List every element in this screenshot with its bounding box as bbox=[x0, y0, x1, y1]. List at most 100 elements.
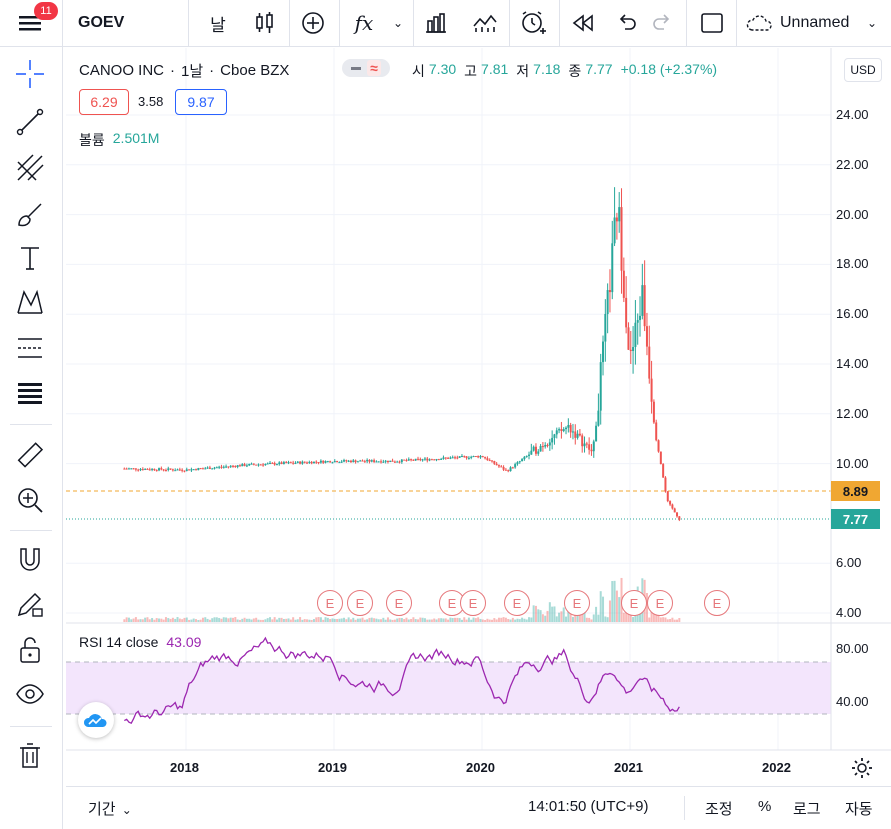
chevron-down-icon[interactable]: ⌄ bbox=[392, 16, 404, 30]
volume-bar bbox=[657, 614, 660, 622]
volume-bar bbox=[495, 619, 498, 622]
earnings-marker[interactable]: E bbox=[621, 590, 647, 616]
adjust-button[interactable]: 조정 bbox=[705, 801, 733, 818]
crosshair-tool[interactable] bbox=[12, 56, 48, 92]
brush-tool[interactable] bbox=[12, 196, 48, 232]
icon-tool[interactable] bbox=[12, 374, 48, 410]
templates-button[interactable] bbox=[420, 6, 452, 40]
alert-button[interactable] bbox=[516, 6, 550, 40]
volume-legend[interactable]: 볼륨 2.501M bbox=[79, 130, 159, 150]
volume-bar bbox=[470, 619, 473, 622]
alarm-clock-icon bbox=[522, 11, 546, 34]
chart-type-button[interactable] bbox=[248, 6, 282, 40]
volume-bar bbox=[176, 617, 179, 622]
earnings-marker[interactable]: E bbox=[647, 590, 673, 616]
indicators-button[interactable]: fx bbox=[354, 11, 374, 35]
layout-name[interactable]: Unnamed bbox=[780, 14, 850, 31]
compare-button[interactable] bbox=[296, 6, 330, 40]
rsi-legend[interactable]: RSI 14 close 43.09 bbox=[79, 634, 201, 650]
hide-drawings-tool[interactable] bbox=[12, 676, 48, 712]
menu-button[interactable] bbox=[12, 6, 48, 40]
volume-bar bbox=[449, 617, 452, 622]
symbol-search-button[interactable]: GOEV bbox=[78, 14, 125, 31]
chart-canvas[interactable] bbox=[66, 48, 891, 784]
earnings-marker[interactable]: E bbox=[564, 590, 590, 616]
currency-button[interactable]: USD bbox=[844, 58, 882, 82]
prediction-tool[interactable] bbox=[12, 330, 48, 366]
earnings-marker[interactable]: E bbox=[460, 590, 486, 616]
candle-body bbox=[396, 461, 399, 463]
volume-bar bbox=[215, 617, 218, 622]
candle-body bbox=[676, 512, 679, 517]
legend-separator: · bbox=[170, 62, 176, 79]
price-axis-label: 10.00 bbox=[836, 455, 869, 471]
candle-body bbox=[426, 458, 429, 461]
zoom-tool[interactable] bbox=[12, 482, 48, 518]
earnings-marker[interactable]: E bbox=[504, 590, 530, 616]
volume-bar bbox=[428, 619, 431, 622]
layout-chevron-down-icon[interactable]: ⌄ bbox=[866, 16, 878, 30]
market-status-pill[interactable]: ≈ bbox=[342, 59, 390, 77]
candle-body bbox=[137, 469, 140, 471]
time-axis-label: 2022 bbox=[762, 760, 791, 775]
sell-price-box[interactable]: 6.29 bbox=[79, 89, 129, 115]
date-range-button[interactable]: 기간 ⌄ bbox=[88, 798, 132, 819]
symbol-legend[interactable]: CANOO INC · 1날 · Cboe BZX bbox=[79, 60, 289, 81]
volume-bar bbox=[472, 617, 475, 622]
chart-settings-button[interactable] bbox=[851, 757, 873, 784]
candle-body bbox=[213, 467, 216, 469]
stay-in-drawing-tool[interactable] bbox=[12, 586, 48, 622]
percent-button[interactable]: % bbox=[758, 798, 772, 815]
layout-select-button[interactable] bbox=[696, 6, 728, 40]
undo-button[interactable] bbox=[612, 6, 642, 40]
volume-bar bbox=[181, 619, 184, 622]
pattern-tool[interactable] bbox=[12, 284, 48, 320]
earnings-marker[interactable]: E bbox=[386, 590, 412, 616]
candle-body bbox=[618, 207, 621, 222]
legend-exchange: Cboe BZX bbox=[220, 62, 290, 79]
cloud-save-button[interactable] bbox=[744, 6, 776, 40]
replay-chart-button[interactable] bbox=[468, 6, 502, 40]
earnings-marker[interactable]: E bbox=[347, 590, 373, 616]
measure-tool[interactable] bbox=[12, 438, 48, 474]
notification-badge: 11 bbox=[34, 2, 58, 20]
earnings-marker[interactable]: E bbox=[704, 590, 730, 616]
volume-bar bbox=[595, 606, 598, 622]
trend-line-tool[interactable] bbox=[12, 104, 48, 140]
replay-button[interactable] bbox=[566, 6, 600, 40]
volume-bar bbox=[664, 617, 667, 622]
magnet-tool[interactable] bbox=[12, 542, 48, 578]
volume-bar bbox=[477, 617, 480, 622]
candle-body bbox=[375, 461, 378, 463]
candle-body bbox=[227, 466, 230, 468]
candle-body bbox=[407, 459, 410, 461]
volume-bar bbox=[252, 618, 255, 622]
volume-bar bbox=[518, 619, 521, 622]
lock-drawings-tool[interactable] bbox=[12, 632, 48, 668]
candle-body bbox=[608, 290, 611, 293]
buy-price-box[interactable]: 9.87 bbox=[175, 89, 227, 115]
log-button[interactable]: 로그 bbox=[793, 801, 821, 818]
candle-body bbox=[634, 322, 637, 348]
interval-button[interactable]: 날 bbox=[210, 15, 226, 35]
volume-bar bbox=[352, 617, 355, 622]
candle-body bbox=[493, 461, 496, 464]
clock-time[interactable]: 14:01:50 (UTC+9) bbox=[528, 798, 649, 815]
volume-bar bbox=[423, 618, 426, 622]
auto-button[interactable]: 자동 bbox=[845, 801, 873, 818]
candle-body bbox=[315, 461, 318, 463]
volume-bar bbox=[532, 605, 535, 622]
volume-bar bbox=[225, 617, 228, 622]
text-tool[interactable] bbox=[12, 240, 48, 276]
candle-body bbox=[393, 461, 396, 463]
tradingview-logo[interactable] bbox=[78, 702, 114, 738]
remove-drawings-tool[interactable] bbox=[12, 738, 48, 774]
redo-button[interactable] bbox=[647, 6, 677, 40]
volume-bar bbox=[201, 617, 204, 622]
earnings-marker[interactable]: E bbox=[317, 590, 343, 616]
fib-tool[interactable] bbox=[12, 150, 48, 186]
candle-body bbox=[340, 461, 343, 463]
volume-bar bbox=[650, 608, 653, 622]
volume-bar bbox=[377, 619, 380, 622]
volume-bar bbox=[632, 617, 635, 622]
